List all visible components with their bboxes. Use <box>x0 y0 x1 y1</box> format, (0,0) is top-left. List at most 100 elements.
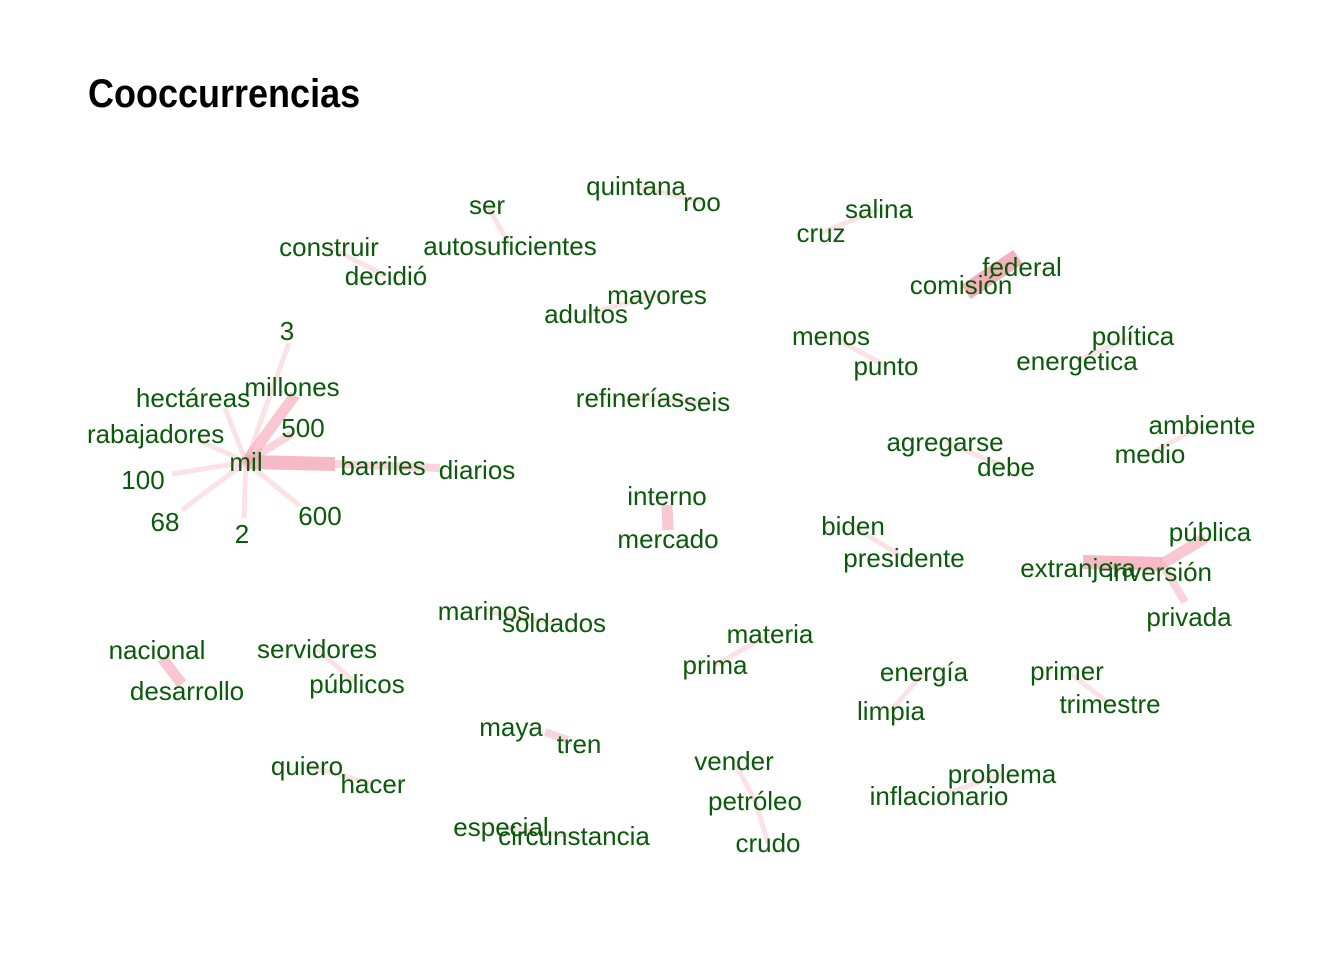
node-label-limpia: limpia <box>857 696 925 726</box>
node-label-publicos: públicos <box>309 669 404 699</box>
node-label-punto: punto <box>853 351 918 381</box>
node-label-cien: 100 <box>121 465 164 495</box>
node-label-especial: especial <box>453 812 548 842</box>
node-label-publica: pública <box>1169 517 1252 547</box>
edge-politica-energetica <box>1075 333 1135 364</box>
edge-energia-limpia <box>889 670 926 713</box>
node-label-soldados: soldados <box>502 608 606 638</box>
node-label-desarrollo: desarrollo <box>130 676 244 706</box>
node-label-menos: menos <box>792 321 870 351</box>
edge-materia-prima <box>713 631 772 668</box>
node-label-seis: seis <box>684 387 730 417</box>
node-label-salina: salina <box>845 194 913 224</box>
node-label-dos: 2 <box>235 519 249 549</box>
node-label-extranjera: extranjera <box>1020 553 1136 583</box>
edge-agregarse-debe <box>944 439 1007 470</box>
node-label-autosuficientes: autosuficientes <box>423 231 596 261</box>
node-label-inversion: inversión <box>1108 557 1212 587</box>
edge-mil-trabajadores <box>196 437 248 465</box>
edge-inversion-publica <box>1159 533 1208 569</box>
edge-mayores-adultos <box>585 292 658 317</box>
node-label-barriles: barriles <box>340 451 425 481</box>
node-label-mayores: mayores <box>607 280 707 310</box>
node-label-interno: interno <box>627 481 707 511</box>
node-label-quinientos: 500 <box>281 413 324 443</box>
edge-mil-millones <box>241 391 300 466</box>
edge-mil-cien <box>171 459 247 477</box>
node-label-tres: 3 <box>280 316 294 346</box>
edge-mil-sesentayocho <box>180 460 248 512</box>
edge-inversion-privada <box>1158 561 1189 605</box>
node-label-cruz: cruz <box>796 218 845 248</box>
node-label-hectareas: hectáreas <box>136 383 250 413</box>
edge-marinos-soldados <box>483 608 555 626</box>
node-label-circunstancia: circunstancia <box>498 821 650 851</box>
node-label-materia: materia <box>727 619 814 649</box>
edge-barriles-diarios <box>334 460 441 472</box>
edge-refinerias-seis <box>629 395 708 405</box>
node-label-sesentayocho: 68 <box>151 507 180 537</box>
node-label-maya: maya <box>479 712 543 742</box>
edge-extranjera-inversion <box>1082 555 1163 571</box>
edge-problema-inflacionario <box>938 771 1003 799</box>
edge-mil-seiscientos <box>244 460 302 508</box>
node-label-presidente: presidente <box>843 543 964 573</box>
node-label-petroleo: petróleo <box>708 786 802 816</box>
node-label-diarios: diarios <box>439 455 516 485</box>
node-label-medio: medio <box>1115 439 1186 469</box>
edge-construir-decidio <box>327 244 388 279</box>
edge-comision-federal <box>961 249 1023 300</box>
edge-medio-ambiente <box>1148 422 1204 457</box>
edge-salina-cruz <box>820 206 880 236</box>
node-label-prima: prima <box>682 650 748 680</box>
node-label-construir: construir <box>279 232 379 262</box>
edge-primer-trimestre <box>1065 669 1112 706</box>
node-label-crudo: crudo <box>735 828 800 858</box>
edge-maya-tren <box>543 728 570 744</box>
edge-menos-punto <box>829 333 888 369</box>
node-label-inflacionario: inflacionario <box>870 781 1009 811</box>
edge-vender-petroleo <box>731 759 758 803</box>
node-label-mercado: mercado <box>617 524 718 554</box>
edge-especial-circunstancia <box>500 824 575 839</box>
edge-layer <box>157 183 1208 844</box>
node-label-quiero: quiero <box>271 751 343 781</box>
node-label-mil: mil <box>229 447 262 477</box>
node-label-politica: política <box>1092 321 1175 351</box>
node-label-millones: millones <box>244 372 339 402</box>
node-label-federal: federal <box>982 252 1062 282</box>
edge-nacional-desarrollo <box>157 654 187 688</box>
node-label-energia: energía <box>880 657 969 687</box>
node-label-seiscientos: 600 <box>298 501 341 531</box>
node-label-roo: roo <box>683 187 721 217</box>
edge-biden-presidente <box>851 523 906 561</box>
edge-mil-barriles <box>245 455 336 471</box>
node-label-marinos: marinos <box>438 596 530 626</box>
node-label-servidores: servidores <box>257 634 377 664</box>
edge-mil-dos <box>241 461 249 519</box>
node-label-vender: vender <box>694 746 774 776</box>
node-label-ambiente: ambiente <box>1149 410 1256 440</box>
edge-quiero-hacer <box>306 763 374 787</box>
edge-mil-hectareas <box>222 407 249 463</box>
node-label-debe: debe <box>977 452 1035 482</box>
page-title: Cooccurrencias <box>88 72 361 116</box>
edge-servidores-publicos <box>315 647 359 686</box>
node-label-energetica: energética <box>1016 346 1138 376</box>
node-label-ser: ser <box>469 190 505 220</box>
node-label-privada: privada <box>1146 602 1232 632</box>
node-label-problema: problema <box>948 759 1057 789</box>
node-label-refinerias: refinerías <box>576 383 684 413</box>
edge-petroleo-crudo <box>752 800 771 844</box>
edge-quintana-roo <box>635 183 703 205</box>
node-label-trimestre: trimestre <box>1059 689 1160 719</box>
node-label-agregarse: agregarse <box>886 427 1003 457</box>
node-label-nacional: nacional <box>109 635 206 665</box>
node-label-primer: primer <box>1030 656 1104 686</box>
node-label-quintana: quintana <box>586 171 686 201</box>
edge-mil-tres <box>243 342 292 463</box>
node-label-tren: tren <box>557 729 602 759</box>
node-label-adultos: adultos <box>544 299 628 329</box>
